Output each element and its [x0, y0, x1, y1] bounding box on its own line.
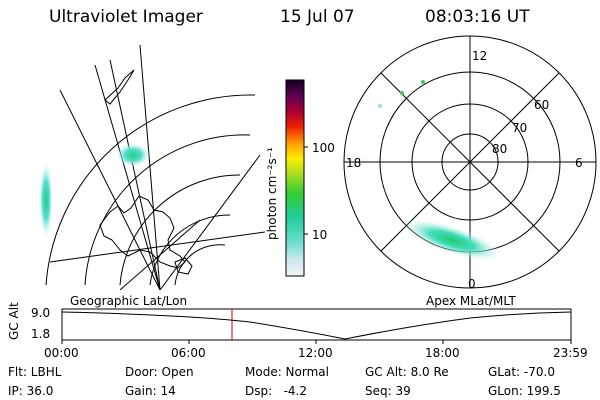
- aurora-blob-left-upper: [116, 143, 150, 167]
- timeline-y-tick-9: 9.0: [31, 306, 51, 320]
- mlt-label-6: 6: [575, 156, 583, 170]
- timeline-frame: [61, 308, 572, 341]
- timeline-x-tick-1800: 18:00: [425, 346, 460, 360]
- status-gain: Gain: 14: [125, 384, 176, 398]
- geographic-map: [45, 44, 265, 290]
- mlt-label-0: 0: [468, 277, 476, 291]
- colorbar: [285, 79, 305, 277]
- status-gc-alt: GC Alt: 8.0 Re: [365, 365, 449, 379]
- timeline-x-tick-0000: 00:00: [44, 346, 79, 360]
- status-glon: GLon: 199.5: [488, 384, 561, 398]
- timeline-y-tick-1-8: 1.8: [31, 327, 51, 341]
- geographic-panel-label: Geographic Lat/Lon: [70, 294, 188, 308]
- timeline-x-tick-2359: 23:59: [553, 346, 588, 360]
- timeline-x-tick-1200: 12:00: [298, 346, 333, 360]
- status-seq: Seq: 39: [365, 384, 411, 398]
- mlt-label-12: 12: [472, 49, 488, 63]
- colorbar-tick-10: 10: [312, 228, 328, 242]
- timeline-y-label: GC Alt: [7, 302, 21, 340]
- aurora-spot: [400, 91, 404, 95]
- timeline-x-tick-0600: 06:00: [171, 346, 206, 360]
- mlat-label-80: 80: [492, 142, 508, 156]
- mlat-label-60: 60: [534, 98, 550, 112]
- mlt-label-18: 18: [346, 156, 362, 170]
- status-mode: Mode: Normal: [245, 365, 329, 379]
- time-label: 08:03:16 UT: [425, 7, 530, 27]
- apex-panel-label: Apex MLat/MLT: [426, 294, 516, 308]
- aurora-spot: [421, 80, 425, 84]
- instrument-title: Ultraviolet Imager: [49, 7, 203, 27]
- aurora-blob-left-edge: [39, 162, 53, 238]
- status-filter: Flt: LBHL: [8, 365, 62, 379]
- timeline-curve: [61, 311, 572, 340]
- status-door: Door: Open: [125, 365, 194, 379]
- aurora-spot: [378, 104, 382, 108]
- aurora-oval-right: [402, 219, 502, 261]
- colorbar-unit-label: photon cm⁻²s⁻¹: [265, 147, 279, 240]
- colorbar-tick-100: 100: [312, 141, 335, 155]
- status-glat: GLat: -70.0: [488, 365, 555, 379]
- status-ip: IP: 36.0: [8, 384, 54, 398]
- mlat-label-70: 70: [512, 121, 528, 135]
- date-label: 15 Jul 07: [280, 7, 355, 27]
- status-dsp: Dsp: -4.2: [245, 384, 308, 398]
